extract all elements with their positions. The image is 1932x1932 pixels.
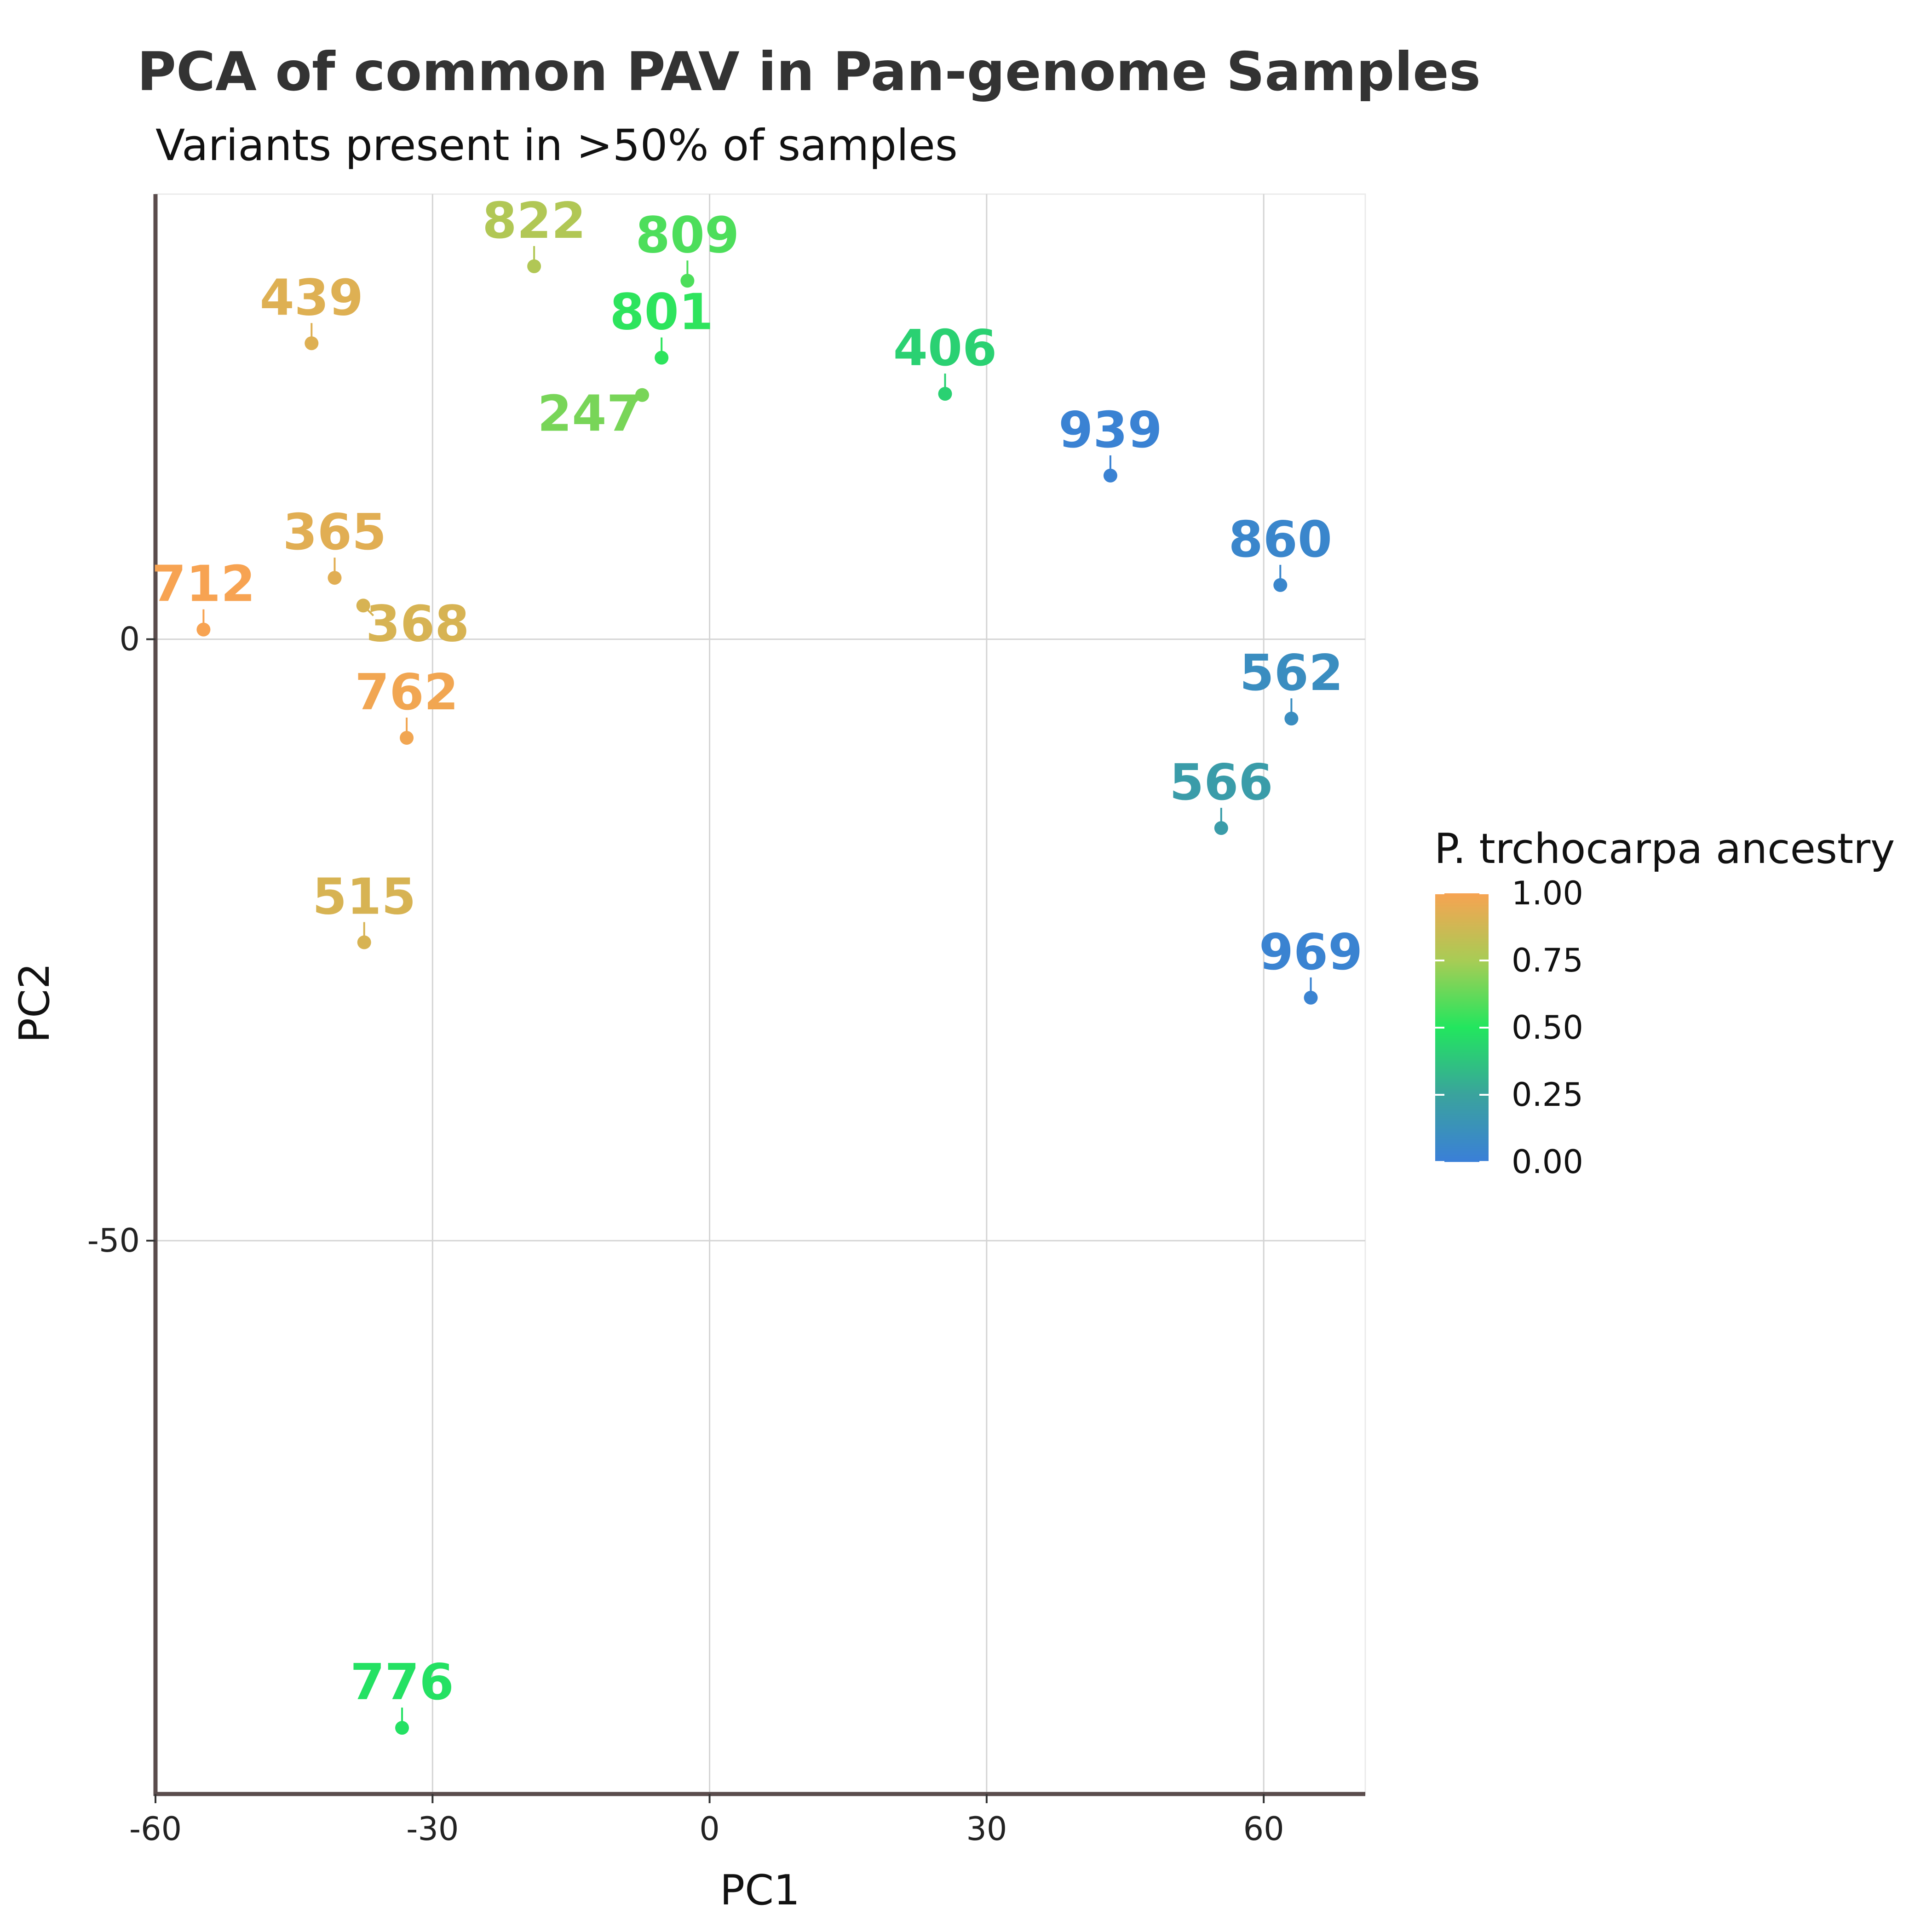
x-tick-label: -60	[129, 1810, 182, 1848]
data-points: 822 809 439 801 247 406 939 365 860 368 712 762 562 5…	[152, 192, 1363, 1735]
colorbar-tick-label: 0.50	[1512, 1009, 1583, 1046]
point-label: 247	[537, 385, 641, 443]
y-tick-label: 0	[119, 621, 140, 658]
point-label: 762	[355, 664, 458, 721]
point-label: 368	[366, 595, 469, 653]
point-marker	[1273, 578, 1288, 592]
colorbar-tick-label: 0.25	[1512, 1076, 1583, 1114]
data-point-969: 969	[1259, 924, 1363, 1005]
data-point-406: 406	[893, 320, 997, 401]
point-label: 809	[636, 207, 739, 264]
point-label: 406	[893, 320, 997, 377]
chart-title: PCA of common PAV in Pan-genome Samples	[137, 41, 1481, 103]
legend-title: P. trchocarpa ancestry	[1434, 825, 1895, 873]
x-axis-title: PC1	[720, 1866, 800, 1915]
point-marker	[305, 336, 319, 351]
point-marker	[527, 259, 541, 273]
y-axis-title: PC2	[11, 963, 59, 1043]
data-point-365: 365	[283, 504, 386, 585]
colorbar-tick-label: 1.00	[1512, 874, 1583, 912]
x-tick-label: 0	[699, 1810, 720, 1848]
color-legend: P. trchocarpa ancestry 1.00 0.75 0.50 0.25 0…	[1434, 825, 1895, 1181]
data-point-562: 562	[1240, 644, 1343, 726]
point-marker	[938, 387, 952, 401]
data-point-801: 801	[610, 284, 713, 365]
axis-ticks: -60 -30 0 30 60 0 -50	[87, 621, 1284, 1848]
point-label: 776	[350, 1654, 454, 1711]
point-marker	[1284, 712, 1299, 726]
point-marker	[196, 622, 211, 637]
data-point-439: 439	[260, 269, 363, 351]
point-label: 939	[1058, 402, 1162, 459]
data-point-762: 762	[355, 664, 459, 745]
point-marker	[395, 1721, 409, 1735]
point-label: 365	[283, 504, 386, 561]
point-marker	[356, 598, 370, 613]
point-marker	[357, 935, 371, 949]
point-marker	[328, 571, 342, 585]
point-marker	[1304, 990, 1318, 1005]
y-tick-label: -50	[87, 1222, 140, 1259]
point-label: 801	[610, 284, 713, 341]
data-point-566: 566	[1169, 754, 1273, 835]
point-label: 439	[260, 269, 363, 327]
point-marker	[635, 388, 650, 402]
colorbar-tick-label: 0.75	[1512, 942, 1583, 979]
point-label: 969	[1259, 924, 1363, 981]
point-label: 566	[1169, 754, 1273, 811]
data-point-939: 939	[1058, 402, 1162, 483]
chart-subtitle: Variants present in >50% of samples	[155, 121, 958, 171]
x-tick-label: 30	[966, 1810, 1007, 1848]
point-marker	[680, 274, 695, 288]
data-point-712: 712	[152, 556, 255, 637]
point-marker	[1103, 468, 1117, 483]
x-tick-label: 60	[1243, 1810, 1284, 1848]
data-point-860: 860	[1229, 511, 1332, 592]
plot-panel	[155, 193, 1366, 1795]
point-marker	[400, 730, 414, 745]
axes	[153, 194, 1365, 1796]
x-tick-label: -30	[406, 1810, 459, 1848]
point-label: 822	[482, 192, 586, 250]
data-point-515: 515	[312, 868, 416, 949]
data-point-822: 822	[482, 192, 586, 273]
point-label: 712	[152, 556, 255, 613]
point-label: 860	[1229, 511, 1332, 569]
colorbar-tick-label: 0.00	[1512, 1143, 1583, 1181]
point-label: 515	[312, 868, 416, 926]
point-marker	[655, 351, 669, 365]
data-point-776: 776	[350, 1654, 454, 1735]
point-marker	[1214, 821, 1228, 835]
data-point-247: 247	[537, 385, 650, 443]
data-point-368: 368	[356, 595, 469, 653]
point-label: 562	[1240, 644, 1343, 702]
grid-lines	[155, 193, 1366, 1795]
data-point-809: 809	[636, 207, 739, 288]
